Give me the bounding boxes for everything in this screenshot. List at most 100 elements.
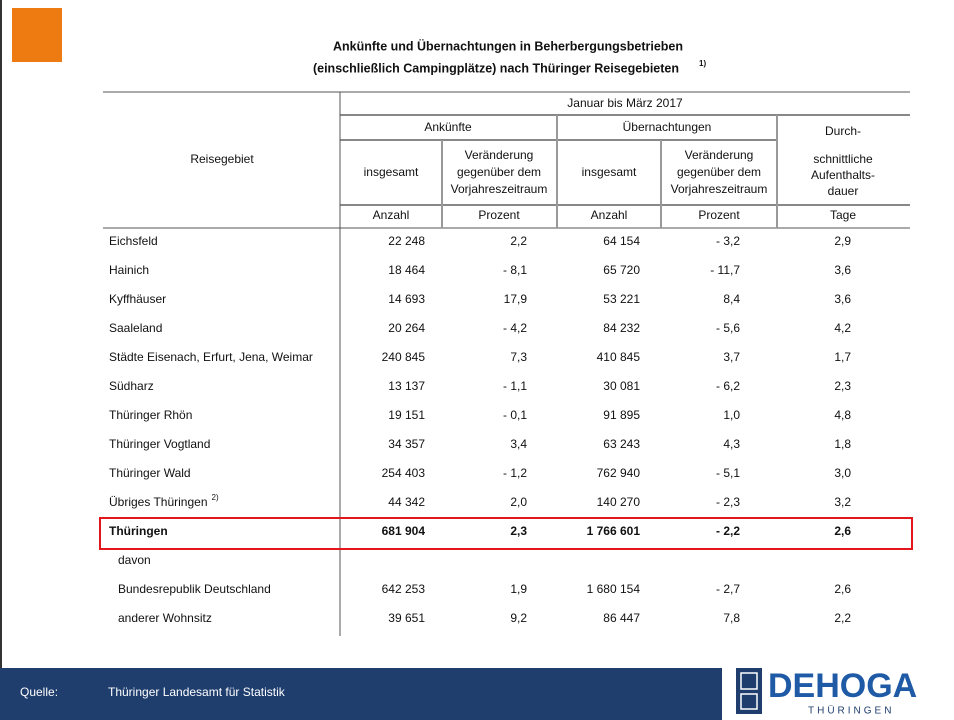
cell: 14 693 bbox=[388, 292, 425, 306]
footer-bar bbox=[0, 668, 722, 720]
cell: - 1,2 bbox=[503, 466, 527, 480]
row-label: Kyffhäuser bbox=[109, 292, 166, 306]
header-total: insgesamt bbox=[364, 165, 419, 179]
row-label: Thüringer Wald bbox=[109, 466, 191, 480]
logo-icon bbox=[736, 668, 762, 714]
header-change: Vorjahreszeitraum bbox=[451, 182, 548, 196]
logo-name: DEHOGA bbox=[768, 667, 917, 705]
cell: 1,0 bbox=[723, 408, 740, 422]
cell: 3,4 bbox=[510, 437, 527, 451]
logo: DEHOGA THÜRINGEN bbox=[736, 667, 917, 717]
cell: 39 651 bbox=[388, 611, 425, 625]
header-duration: Aufenthalts- bbox=[811, 168, 875, 182]
cell: 65 720 bbox=[603, 263, 640, 277]
accent-square bbox=[12, 8, 62, 62]
row-note: 2) bbox=[212, 493, 219, 502]
row-label: Thüringer Vogtland bbox=[109, 437, 210, 451]
cell: 4,2 bbox=[834, 321, 851, 335]
cell: 4,8 bbox=[834, 408, 851, 422]
row-label: Thüringer Rhön bbox=[109, 408, 192, 422]
cell: 2,2 bbox=[510, 234, 527, 248]
cell: - 1,1 bbox=[503, 379, 527, 393]
cell: 9,2 bbox=[510, 611, 527, 625]
footer-label: Quelle: bbox=[20, 685, 58, 699]
cell: 30 081 bbox=[603, 379, 640, 393]
cell: - 2,7 bbox=[716, 582, 740, 596]
header-group: Übernachtungen bbox=[623, 120, 712, 134]
cell: - 0,1 bbox=[503, 408, 527, 422]
cell: - 4,2 bbox=[503, 321, 527, 335]
title-line: Ankünfte und Übernachtungen in Beherberg… bbox=[333, 38, 683, 53]
header-duration: Durch- bbox=[825, 124, 861, 138]
unit: Tage bbox=[830, 208, 856, 222]
cell: 7,3 bbox=[510, 350, 527, 364]
header-change: gegenüber dem bbox=[457, 165, 541, 179]
row-label: Eichsfeld bbox=[109, 234, 158, 248]
row-label: Bundesrepublik Deutschland bbox=[118, 582, 271, 596]
unit: Anzahl bbox=[373, 208, 410, 222]
cell: 762 940 bbox=[597, 466, 641, 480]
cell: 410 845 bbox=[597, 350, 641, 364]
cell: 2,9 bbox=[834, 234, 851, 248]
cell: 86 447 bbox=[603, 611, 640, 625]
table: Januar bis März 2017 Reisegebiet Ankünfte Ü… bbox=[103, 91, 910, 636]
cell: 2,3 bbox=[834, 379, 851, 393]
logo-icon bbox=[740, 693, 758, 710]
cell: - 5,1 bbox=[716, 466, 740, 480]
cell: 2,6 bbox=[834, 582, 851, 596]
cell: 22 248 bbox=[388, 234, 425, 248]
cell: 2,6 bbox=[834, 524, 851, 538]
footer-source: Thüringer Landesamt für Statistik bbox=[108, 685, 286, 699]
cell: 2,3 bbox=[510, 524, 527, 538]
row-label: anderer Wohnsitz bbox=[118, 611, 212, 625]
cell: 4,3 bbox=[723, 437, 740, 451]
row-label: Saaleland bbox=[109, 321, 162, 335]
cell: 254 403 bbox=[382, 466, 426, 480]
cell: 681 904 bbox=[382, 524, 426, 538]
cell: 140 270 bbox=[597, 495, 641, 509]
cell: 20 264 bbox=[388, 321, 425, 335]
cell: 3,0 bbox=[834, 466, 851, 480]
row-label: Thüringen bbox=[109, 524, 168, 538]
row-label: Städte Eisenach, Erfurt, Jena, Weimar bbox=[109, 350, 313, 364]
unit: Prozent bbox=[698, 208, 740, 222]
header-first: Reisegebiet bbox=[190, 152, 254, 166]
row-label: davon bbox=[118, 553, 151, 567]
cell: - 6,2 bbox=[716, 379, 740, 393]
footnote-mark: 1) bbox=[699, 59, 706, 68]
unit: Prozent bbox=[478, 208, 520, 222]
cell: 1,8 bbox=[834, 437, 851, 451]
header-duration: dauer bbox=[828, 184, 859, 198]
cell: 84 232 bbox=[603, 321, 640, 335]
cell: 44 342 bbox=[388, 495, 425, 509]
cell: 91 895 bbox=[603, 408, 640, 422]
cell: 18 464 bbox=[388, 263, 425, 277]
cell: 1,9 bbox=[510, 582, 527, 596]
cell: - 5,6 bbox=[716, 321, 740, 335]
cell: 1 766 601 bbox=[587, 524, 641, 538]
header-change: Veränderung bbox=[685, 148, 754, 162]
cell: 3,6 bbox=[834, 263, 851, 277]
cell: - 8,1 bbox=[503, 263, 527, 277]
unit: Anzahl bbox=[591, 208, 628, 222]
header-change: Veränderung bbox=[465, 148, 534, 162]
cell: 19 151 bbox=[388, 408, 425, 422]
cell: 2,0 bbox=[510, 495, 527, 509]
cell: 3,2 bbox=[834, 495, 851, 509]
cell: 34 357 bbox=[388, 437, 425, 451]
cell: 63 243 bbox=[603, 437, 640, 451]
header-change: Vorjahreszeitraum bbox=[671, 182, 768, 196]
cell: 17,9 bbox=[504, 292, 528, 306]
cell: 1,7 bbox=[834, 350, 851, 364]
row-label: Hainich bbox=[109, 263, 149, 277]
cell: - 2,3 bbox=[716, 495, 740, 509]
logo-region: THÜRINGEN bbox=[808, 705, 894, 717]
cell: 8,4 bbox=[723, 292, 740, 306]
row-label: Südharz bbox=[109, 379, 154, 393]
cell: 7,8 bbox=[723, 611, 740, 625]
logo-icon bbox=[740, 672, 758, 690]
header-duration: schnittliche bbox=[813, 152, 873, 166]
cell: 642 253 bbox=[382, 582, 426, 596]
